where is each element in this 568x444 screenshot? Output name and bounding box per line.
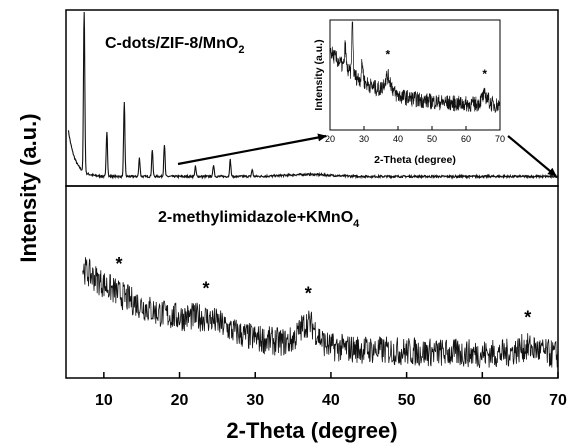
inset-tick-label: 50 [427, 134, 437, 144]
inset-tick-label: 20 [325, 134, 335, 144]
y-axis-label: Intensity (a.u.) [16, 113, 41, 262]
inset-peak-markers: ** [385, 48, 487, 81]
main-x-ticks: 10 20 30 40 50 60 70 [95, 372, 567, 409]
bottom-peak-markers: * * * * [115, 254, 531, 328]
x-axis-label: 2-Theta (degree) [226, 418, 397, 443]
inset-tick-label: 40 [393, 134, 403, 144]
x-tick-label: 70 [549, 392, 567, 409]
peak-marker: * [203, 278, 210, 298]
inset-peak-marker: * [385, 48, 390, 62]
zoom-arrow-right [507, 135, 557, 177]
zoom-arrow-left [177, 133, 327, 166]
bottom-panel-trace [82, 257, 559, 368]
inset-x-axis-label: 2-Theta (degree) [374, 154, 456, 166]
x-tick-label: 50 [398, 392, 416, 409]
inset-tick-label: 30 [359, 134, 369, 144]
x-tick-label: 10 [95, 392, 113, 409]
top-panel-trace [67, 11, 559, 180]
inset-trace [330, 21, 500, 113]
inset-x-ticks: 20 30 40 50 60 70 [325, 126, 505, 144]
bottom-panel-label-subscript: 4 [353, 218, 360, 230]
x-tick-label: 20 [171, 392, 189, 409]
inset-tick-label: 60 [461, 134, 471, 144]
inset-y-axis-label: Intensity (a.u.) [313, 39, 325, 110]
bottom-panel-label: 2-methylimidazole+KMnO4 [158, 209, 360, 230]
peak-marker: * [305, 283, 312, 303]
top-panel-label-subscript: 2 [238, 44, 244, 56]
top-panel-label: C-dots/ZIF-8/MnO2 [105, 35, 244, 56]
x-tick-label: 30 [246, 392, 264, 409]
inset: 20 30 40 50 60 70 ** 2-Theta (degree) Intensi… [313, 19, 505, 166]
inset-peak-marker: * [482, 67, 487, 81]
bottom-panel-frame [65, 185, 559, 379]
peak-marker: * [524, 308, 531, 328]
x-tick-label: 40 [322, 392, 340, 409]
x-tick-label: 60 [473, 392, 491, 409]
inset-tick-label: 70 [495, 134, 505, 144]
peak-marker: * [115, 254, 122, 274]
